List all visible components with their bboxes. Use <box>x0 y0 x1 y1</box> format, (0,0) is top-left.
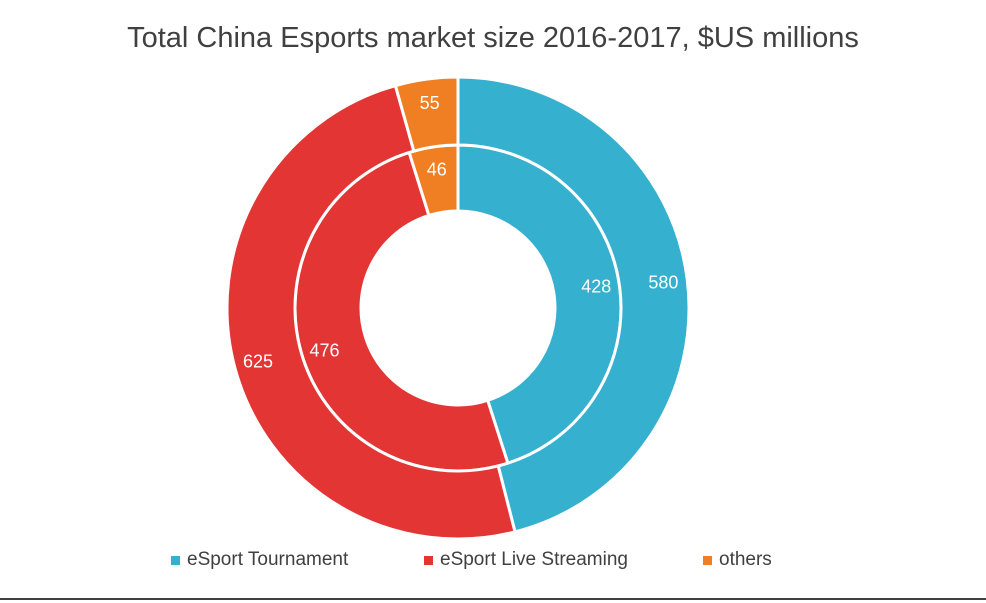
legend-label-esport-tournament: eSport Tournament <box>187 549 349 570</box>
chart-title: Total China Esports market size 2016-201… <box>127 22 859 54</box>
legend-swatch-esport-tournament <box>171 555 180 565</box>
inner-ring-label-others: 46 <box>427 160 447 180</box>
legend-item-others[interactable]: others <box>703 549 772 571</box>
legend-label-esport-live-streaming: eSport Live Streaming <box>440 549 628 570</box>
outer-ring-slice-esport-tournament[interactable] <box>456 75 691 534</box>
donut-chart: 428 476 46 580 625 55 <box>225 75 691 541</box>
legend-item-esport-tournament[interactable]: eSport Tournament <box>171 549 348 571</box>
bottom-border <box>0 598 986 600</box>
outer-ring-label-esport-live-streaming: 625 <box>243 352 273 372</box>
outer-ring-slice-esport-live-streaming[interactable] <box>225 83 517 541</box>
outer-ring-slice-others[interactable] <box>393 75 460 153</box>
inner-ring-label-esport-tournament: 428 <box>581 276 611 296</box>
legend-label-others: others <box>719 549 772 570</box>
legend-swatch-others <box>703 555 712 565</box>
legend-swatch-esport-live-streaming <box>424 555 433 565</box>
inner-ring-label-esport-live-streaming: 476 <box>310 340 340 360</box>
outer-ring-label-esport-tournament: 580 <box>648 272 678 292</box>
legend-item-esport-live-streaming[interactable]: eSport Live Streaming <box>424 549 628 571</box>
legend: eSport Tournament eSport Live Streaming … <box>0 549 986 575</box>
outer-ring-label-others: 55 <box>420 93 440 113</box>
